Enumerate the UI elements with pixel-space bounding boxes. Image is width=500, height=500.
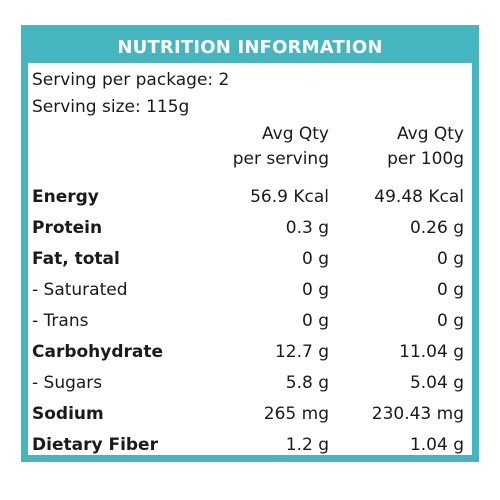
nutrient-row: Dietary Fiber 1.2 g 1.04 g xyxy=(28,430,472,461)
nutrient-row: - Sugars 5.8 g 5.04 g xyxy=(28,368,472,399)
nutrient-label: Carbohydrate xyxy=(32,342,164,362)
per-serving-value: 0 g xyxy=(301,311,329,331)
nutrient-label: Sodium xyxy=(32,404,104,424)
per-100g-value: 49.48 Kcal xyxy=(374,187,464,207)
column-header-per-serving-line-1: Avg Qty xyxy=(262,124,329,144)
per-serving-value: 0 g xyxy=(301,280,329,300)
per-serving-value: 0 g xyxy=(301,249,329,269)
per-100g-value: 0 g xyxy=(436,311,464,331)
nutrient-label: - Saturated xyxy=(32,280,128,300)
nutrient-row: Protein 0.3 g 0.26 g xyxy=(28,213,472,244)
nutrient-label: - Trans xyxy=(32,311,89,331)
nutrient-label: Fat, total xyxy=(32,249,120,269)
per-100g-value: 0 g xyxy=(436,249,464,269)
nutrient-label: - Sugars xyxy=(32,373,103,393)
nutrient-row: Sodium 265 mg 230.43 mg xyxy=(28,399,472,430)
column-header-per-serving-line-2: per serving xyxy=(232,149,329,169)
per-serving-value: 12.7 g xyxy=(274,342,329,362)
per-serving-value: 265 mg xyxy=(263,404,329,424)
nutrient-row: Carbohydrate 12.7 g 11.04 g xyxy=(28,337,472,368)
nutrient-label: Protein xyxy=(32,218,103,238)
nutrient-row: Fat, total 0 g 0 g xyxy=(28,244,472,275)
per-serving-value: 56.9 Kcal xyxy=(250,187,329,207)
nutrient-row: - Saturated 0 g 0 g xyxy=(28,275,472,306)
per-100g-value: 1.04 g xyxy=(409,435,464,455)
serving-size: Serving size: 115g xyxy=(32,97,190,117)
per-serving-value: 5.8 g xyxy=(285,373,329,393)
nutrition-panel: NUTRITION INFORMATION Serving per packag… xyxy=(21,25,479,462)
serving-per-package: Serving per package: 2 xyxy=(32,70,230,90)
column-header-per-100g-line-2: per 100g xyxy=(387,149,464,169)
per-100g-value: 230.43 mg xyxy=(371,404,464,424)
per-100g-value: 11.04 g xyxy=(399,342,464,362)
per-100g-value: 0 g xyxy=(436,280,464,300)
per-serving-value: 0.3 g xyxy=(285,218,329,238)
column-header-per-100g-line-1: Avg Qty xyxy=(397,124,464,144)
nutrient-label: Dietary Fiber xyxy=(32,435,158,455)
panel-title: NUTRITION INFORMATION xyxy=(28,32,472,63)
column-header-per-100g: Avg Qty per 100g xyxy=(387,122,464,172)
nutrient-row: Energy 56.9 Kcal 49.48 Kcal xyxy=(28,182,472,213)
column-header-per-serving: Avg Qty per serving xyxy=(233,122,329,172)
per-100g-value: 5.04 g xyxy=(409,373,464,393)
per-serving-value: 1.2 g xyxy=(285,435,329,455)
nutrient-row: - Trans 0 g 0 g xyxy=(28,306,472,337)
per-100g-value: 0.26 g xyxy=(409,218,464,238)
nutrient-label: Energy xyxy=(32,187,99,207)
